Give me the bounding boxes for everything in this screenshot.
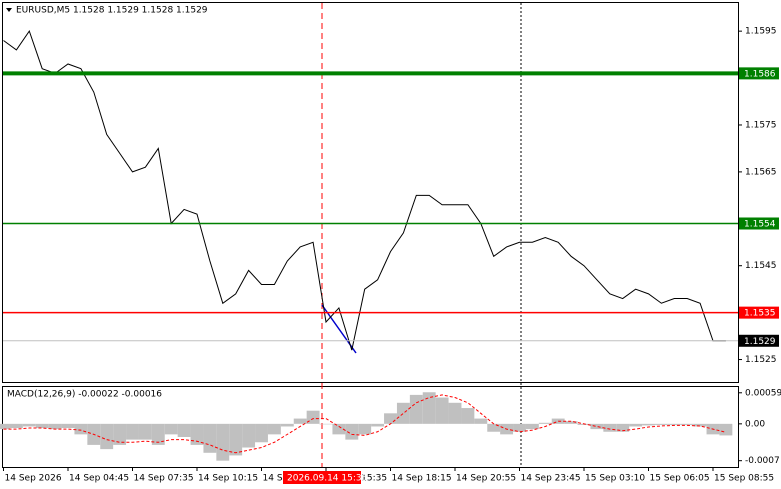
histogram-bar [564, 421, 578, 424]
histogram-bar [448, 402, 462, 424]
histogram-bar [629, 423, 643, 427]
y-tick-label: 0.00 [745, 419, 765, 429]
histogram-bar [9, 423, 23, 429]
x-tick-label: 14 Sep 04:45 [69, 474, 129, 484]
histogram-bar [538, 422, 552, 424]
histogram-bar [332, 423, 346, 435]
x-tick-label: 14 Sep 2026 [5, 474, 62, 484]
histogram-bar [138, 423, 152, 440]
histogram-bar [190, 423, 204, 445]
histogram-bar [396, 402, 410, 424]
histogram-bar [280, 423, 294, 427]
histogram-bar [590, 423, 604, 430]
histogram-bar [216, 423, 230, 461]
histogram-bar [680, 423, 694, 425]
histogram-bar [74, 423, 88, 435]
histogram-bar [654, 423, 668, 425]
price-frame [2, 2, 739, 383]
histogram-bar [22, 423, 36, 427]
histogram-bar [474, 418, 488, 424]
histogram-bar [667, 423, 681, 425]
histogram-bar [384, 413, 397, 424]
marker-label-bg [283, 471, 361, 484]
y-tick-label: -0.0007 [745, 456, 780, 466]
x-tick-label: 15 Sep 03:10 [585, 474, 645, 484]
level-label: 1.1554 [744, 219, 776, 229]
level-label-bg [739, 306, 779, 319]
level-label: 1.1529 [744, 337, 776, 347]
histogram-bar [461, 408, 475, 424]
histogram-bar [151, 423, 165, 445]
histogram-bar [0, 423, 10, 430]
histogram-bar [358, 423, 372, 435]
y-tick-label: 0.00059 [745, 388, 781, 398]
histogram-bar [577, 423, 591, 425]
histogram-bar [126, 423, 139, 440]
y-tick-label: 1.1565 [745, 167, 777, 177]
level-label-bg [739, 217, 779, 230]
level-label-bg [739, 67, 779, 80]
y-tick-label: 1.1575 [745, 120, 777, 130]
y-tick-label: 1.1595 [745, 27, 777, 37]
histogram-bar [345, 423, 359, 440]
price-line [3, 30, 726, 351]
histogram-bar [525, 423, 539, 430]
x-tick-label: 14 Sep 23:45 [521, 474, 581, 484]
x-tick-label: 14 Sep 20:55 [456, 474, 516, 484]
y-tick-label: 1.1525 [745, 355, 777, 365]
histogram-bar [113, 423, 127, 445]
histogram-bar [603, 423, 617, 432]
histogram-bar [203, 423, 217, 453]
histogram-bar [306, 410, 320, 424]
level-label-bg [739, 334, 779, 347]
histogram-bar [293, 418, 307, 424]
title-arrow [6, 8, 12, 12]
y-tick-label: 1.1545 [745, 261, 777, 271]
histogram-bar [371, 423, 385, 427]
x-tick-label: 15 Sep 06:05 [650, 474, 710, 484]
histogram-bar [642, 423, 655, 426]
level-label: 1.1586 [744, 69, 776, 79]
level-label: 1.1535 [744, 309, 776, 319]
histogram-bar [409, 394, 423, 424]
histogram-bar [164, 423, 178, 435]
histogram-bar [177, 423, 191, 437]
histogram-bar [100, 423, 114, 450]
x-tick-label: 14 Sep 10:15 [198, 474, 258, 484]
histogram-bar [719, 423, 733, 436]
chart-title: EURUSD,M5 1.1528 1.1529 1.1528 1.1529 [16, 6, 208, 16]
histogram-bar [61, 423, 75, 429]
histogram-bar [242, 423, 256, 448]
marker-label: 2026.09.14 15:35 [287, 474, 367, 484]
macd-title: MACD(12,26,9) -0.00022 -0.00016 [7, 390, 162, 400]
x-tick-label: 15 Sep 08:55 [714, 474, 774, 484]
histogram-bar [422, 392, 436, 424]
histogram-bar [513, 423, 526, 432]
histogram-bar [48, 423, 62, 430]
x-tick-label: 14 Sep 18:15 [392, 474, 452, 484]
histogram-bar [693, 423, 707, 427]
histogram-bar [229, 423, 243, 456]
histogram-bar [35, 423, 49, 429]
histogram-bar [319, 423, 333, 425]
x-tick-label: 14 Sep 07:35 [134, 474, 194, 484]
histogram-bar [255, 423, 268, 443]
histogram-bar [267, 423, 281, 435]
histogram-bar [435, 397, 449, 424]
histogram-bar [616, 423, 630, 432]
histogram-bar [487, 423, 501, 432]
signal-line [3, 394, 727, 454]
